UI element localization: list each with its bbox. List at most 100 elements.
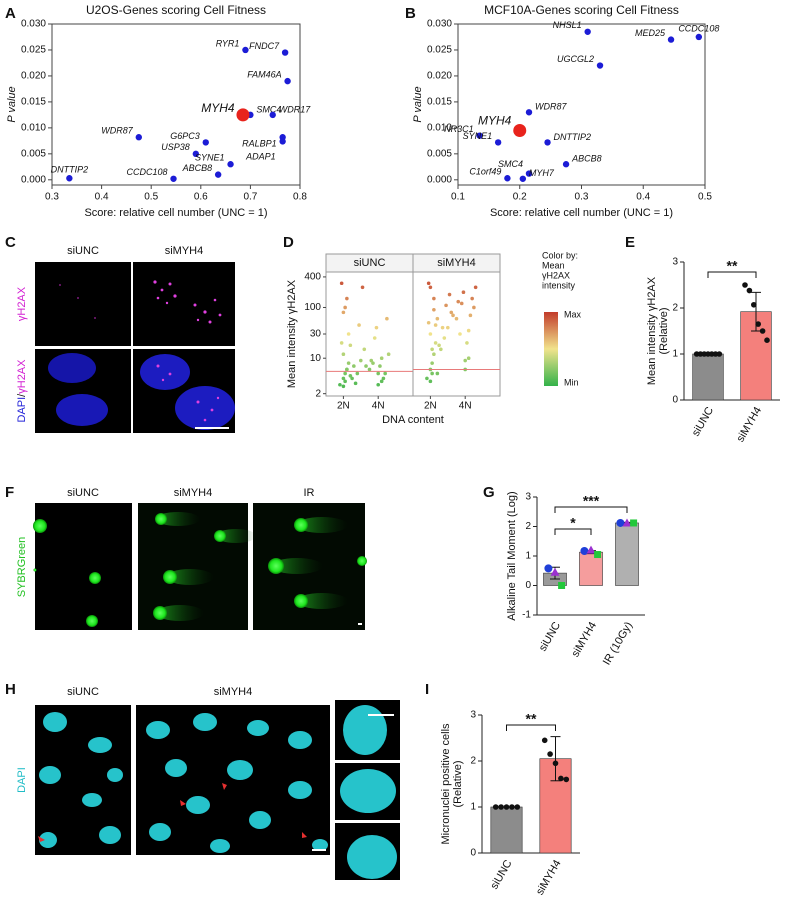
point-label: C1orf49 [469,167,501,177]
point [667,36,675,43]
cell-point [350,376,354,381]
y-axis-label: P value [412,86,424,122]
arrow [38,783,307,842]
cell-point [458,332,462,336]
significance-label: ** [727,258,738,274]
cell-point [446,325,450,330]
cell-point [465,341,469,345]
y-axis-label: (Relative) [452,760,464,807]
point [66,175,73,182]
column-label: siUNC [67,487,99,499]
colorbar-title: γH2AX [542,270,570,280]
cell-point [449,310,454,315]
cell-point [463,358,468,363]
y-axis-label: P value [6,86,18,122]
point-label: SMC4 [498,159,523,169]
y-tick-label: -1 [522,610,531,621]
cell-point [379,356,384,361]
x-tick-label: 2N [337,401,350,412]
cell-point [470,296,474,301]
replicate-point [764,337,770,344]
replicate-point [746,287,753,294]
y-tick-label: 10 [310,353,322,364]
replicate-point [586,545,596,554]
x-tick-label: siMYH4 [569,620,599,659]
point [519,175,527,182]
panel-letter: E [625,234,635,251]
x-tick-label: siUNC [488,858,514,892]
bar [615,522,639,586]
point [494,139,502,146]
x-tick-label: siMYH4 [534,858,564,897]
cell-point [451,313,455,318]
micrograph [35,262,131,346]
cell-point [466,328,471,333]
point [476,132,483,139]
point [695,33,703,41]
point-label: SMC4 [256,104,281,114]
nucleus [48,353,96,383]
bar [490,806,523,854]
cell-point [440,325,445,330]
cell-point [357,323,361,327]
point [544,139,551,146]
point-label: SYNE1 [463,131,493,141]
row-label-part: / [16,393,28,397]
point [504,175,511,182]
colorbar-min: Min [564,377,579,387]
cell-point [442,336,447,340]
comet-tail [156,512,348,621]
x-axis-label: Score: relative cell number (UNC = 1) [84,207,267,219]
y-tick-label: 0.005 [427,148,452,159]
replicate-point [509,804,515,810]
y-tick-label: 0.000 [427,174,452,185]
x-tick-label: siUNC [690,405,716,439]
replicate-point [759,328,766,334]
point-label: MYH4 [201,101,235,115]
cell-point [372,336,377,340]
cell-point [432,307,436,312]
cell-point [359,358,363,363]
plot-frame [51,23,301,186]
y-tick-label: 0.015 [21,97,46,108]
panel-c: C siUNC siMYH4 γH2AX DAPI/γH2AX [5,234,235,433]
replicate-point [755,321,761,327]
significance-label: * [570,515,576,531]
cell-point [459,301,464,306]
replicate-point [580,546,589,555]
x-tick-label: 0.8 [293,192,307,203]
point-label: ABCB8 [571,154,602,164]
cell-point [376,371,381,376]
x-tick-label: 4N [372,401,385,412]
point [513,123,527,137]
cell-point [433,323,438,327]
x-tick-label: 0.5 [698,192,712,203]
x-tick-label: IR (10Gy) [601,620,635,667]
cell-point [439,347,443,352]
cell-point [437,343,441,348]
replicate-point [616,518,625,527]
replicate-point [550,567,560,576]
cell-point [341,310,346,315]
cell-point [341,376,346,381]
cell-point [343,379,347,384]
point [242,46,249,54]
panel-f: F siUNC siMYH4 IR SYBRGreen [5,484,367,630]
point-label: RYR1 [216,38,240,48]
cell-point [348,374,353,378]
x-tick-label: 0.6 [194,192,208,203]
y-tick-label: 0 [525,580,531,591]
point [236,108,250,122]
replicate-point [563,776,570,783]
cell-point [345,367,349,372]
cell-point [468,313,473,318]
point [192,150,200,158]
x-tick-label: 2N [424,401,437,412]
micrograph [133,262,235,346]
point-label: UGCGL2 [557,54,594,64]
point-label: FNDC7 [249,41,280,51]
point-label: ADAP1 [245,152,276,162]
cell-point [473,285,478,290]
cell-point [466,356,471,361]
